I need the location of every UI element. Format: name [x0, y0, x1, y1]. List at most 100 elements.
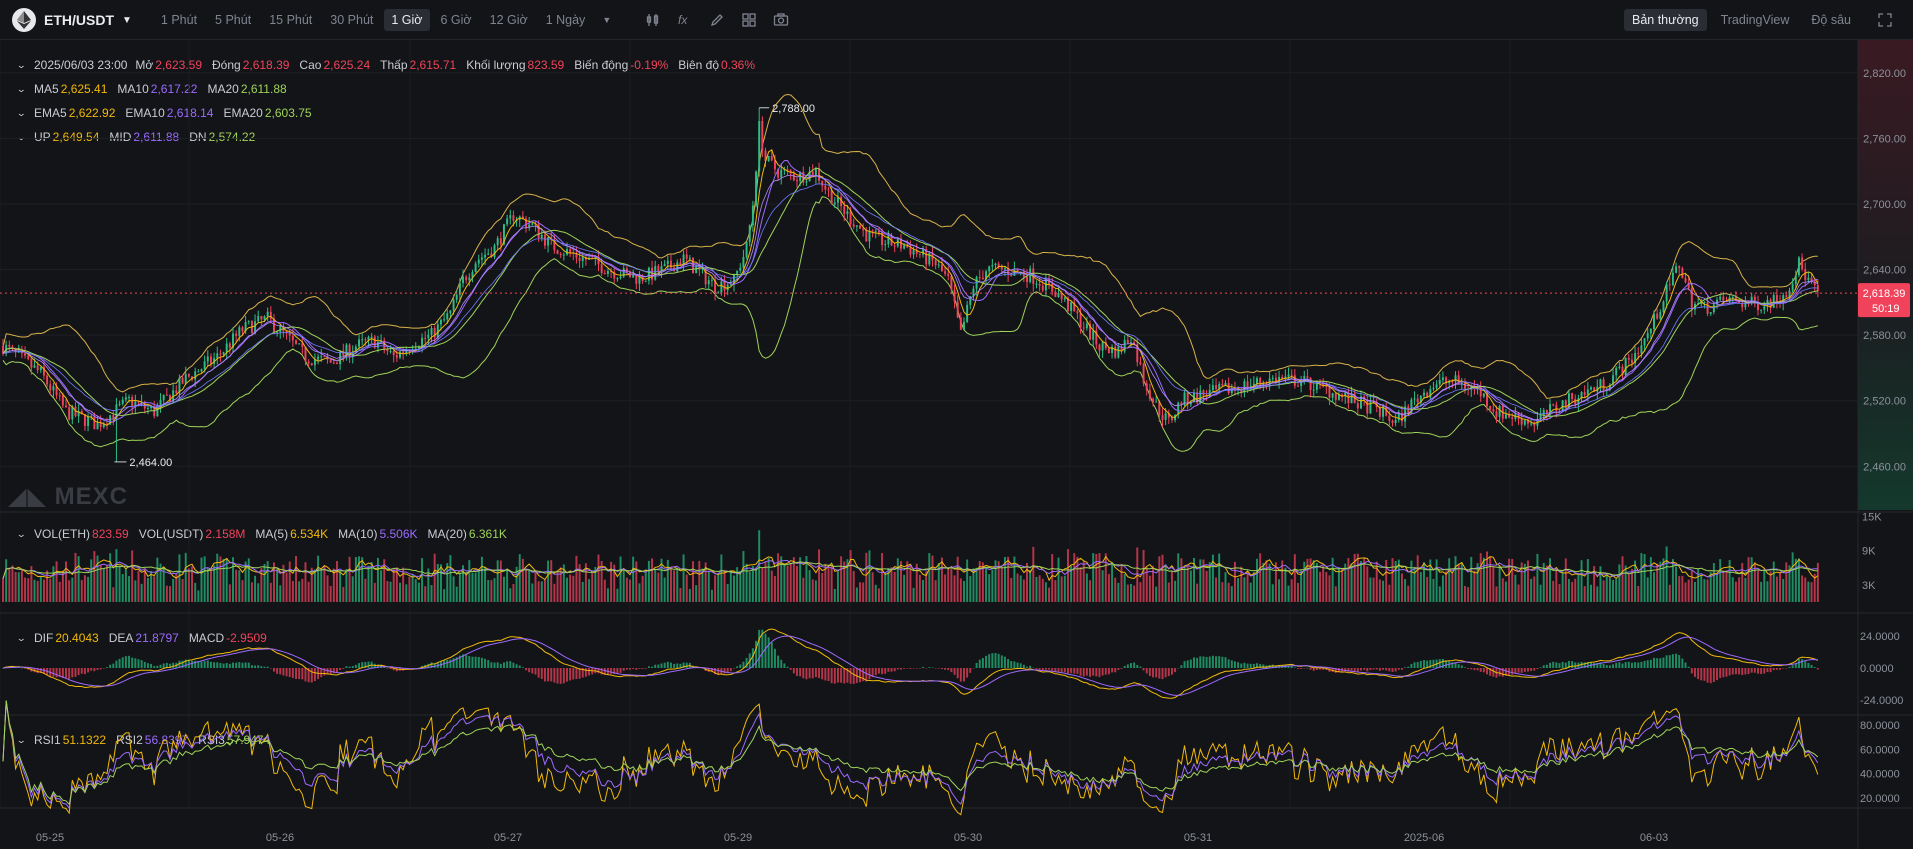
view-tab[interactable]: TradingView — [1720, 13, 1790, 27]
interval-tab[interactable]: 1 Giờ — [384, 9, 430, 31]
fullscreen-icon[interactable] — [1871, 6, 1899, 34]
candle-body — [1029, 268, 1032, 282]
macd-bar — [871, 668, 874, 678]
indicator-icon[interactable] — [639, 6, 667, 34]
vol-eth-value: 823.59 — [92, 527, 129, 541]
camera-icon[interactable] — [767, 6, 795, 34]
formula-icon[interactable]: fx — [671, 6, 699, 34]
pair-selector[interactable]: ETH/USDT — [44, 12, 114, 28]
interval-tab[interactable]: 1 Ngày — [545, 13, 586, 27]
candle-body — [736, 270, 739, 274]
macd-bar — [247, 662, 250, 668]
macd-bar — [603, 668, 606, 675]
volume-bar — [676, 567, 679, 602]
candle-body — [1382, 406, 1385, 417]
candle-body — [1114, 346, 1117, 358]
volume-bar — [206, 567, 209, 602]
volume-bar — [332, 568, 335, 602]
macd-bar — [720, 668, 723, 674]
volume-bar — [934, 580, 937, 602]
volume-bar — [276, 568, 279, 602]
macd-bar — [1580, 661, 1583, 668]
chevron-down-icon[interactable]: ⌄ — [16, 632, 27, 643]
chevron-down-icon[interactable]: ⌄ — [16, 734, 27, 745]
chevron-down-icon[interactable]: ⌄ — [16, 131, 27, 142]
interval-tab[interactable]: 1 Phút — [160, 13, 198, 27]
chevron-down-icon[interactable]: ⌄ — [16, 528, 27, 539]
candle-body — [1549, 404, 1552, 415]
candle-body — [1593, 387, 1596, 392]
chevron-down-icon[interactable]: ⌄ — [16, 107, 27, 118]
macd-bar — [1300, 668, 1303, 669]
macd-bar — [1567, 660, 1570, 668]
draw-icon[interactable] — [703, 6, 731, 34]
ma5-label: MA5 — [34, 82, 59, 96]
candle-body — [963, 321, 965, 330]
interval-tab[interactable]: 5 Phút — [215, 13, 252, 27]
volume-bar — [578, 564, 581, 602]
volume-bar — [1564, 558, 1567, 602]
volume-bar — [1807, 581, 1810, 602]
layout-icon[interactable] — [735, 6, 763, 34]
candle-body — [906, 245, 909, 248]
vol-ma20-label: MA(20) — [427, 527, 467, 541]
chevron-down-icon[interactable]: ⌄ — [16, 83, 27, 94]
macd-bar — [641, 668, 644, 669]
macd-bar — [313, 668, 316, 682]
macd-bar — [1227, 659, 1230, 668]
macd-bar — [802, 668, 805, 679]
candle-body — [1366, 399, 1369, 414]
candle-body — [399, 351, 401, 358]
view-tab[interactable]: Bản thường — [1623, 9, 1707, 31]
volume-bar — [1779, 572, 1782, 602]
candle-body — [1794, 275, 1797, 285]
macd-bar — [1549, 662, 1552, 668]
macd-bar — [1394, 668, 1397, 672]
candle-body — [1063, 297, 1066, 300]
volume-bar — [1111, 562, 1114, 602]
rsi-tick: 80.0000 — [1860, 720, 1900, 732]
interval-tab[interactable]: 12 Giờ — [489, 13, 528, 27]
candle-body — [36, 365, 39, 371]
interval-tab[interactable]: 6 Giờ — [440, 13, 472, 27]
macd-bar — [736, 666, 739, 668]
candle-body — [912, 250, 915, 255]
candle-body — [118, 403, 121, 405]
candle-body — [446, 313, 449, 320]
kline-chart[interactable]: 2,820.002,760.002,700.002,640.002,580.00… — [0, 40, 1913, 849]
volume-bar — [1429, 559, 1432, 602]
ma20-line — [2, 167, 1818, 417]
macd-bar — [638, 668, 641, 669]
macd-bar — [345, 666, 348, 668]
candle-body — [1495, 411, 1498, 417]
volume-bar — [1265, 560, 1268, 602]
candle-body — [852, 224, 855, 227]
candle-body — [1602, 379, 1605, 391]
macd-bar — [1139, 666, 1142, 668]
candle-body — [1791, 284, 1794, 291]
interval-tab[interactable]: 30 Phút — [330, 13, 374, 27]
interval-tab[interactable]: 15 Phút — [269, 13, 313, 27]
candle-body — [937, 264, 940, 266]
volume-bar — [354, 557, 357, 602]
macd-bar — [1545, 664, 1548, 668]
volume-bar — [165, 585, 168, 602]
chevron-down-icon[interactable]: ⌄ — [16, 59, 27, 70]
volume-bar — [105, 565, 108, 602]
macd-bar — [840, 668, 843, 683]
volume-bar — [1107, 574, 1110, 602]
ma10-value: 2,617.22 — [150, 82, 198, 96]
chevron-down-icon[interactable]: ▼ — [122, 14, 132, 26]
volume-bar — [458, 572, 461, 602]
volume-bar — [298, 581, 301, 602]
volume-bar — [893, 571, 896, 602]
chevron-down-icon[interactable]: ▼ — [602, 15, 612, 25]
macd-bar — [969, 668, 972, 673]
volume-bar — [36, 580, 39, 602]
macd-bar — [1170, 668, 1173, 675]
macd-bar — [153, 666, 156, 668]
volume-bar — [543, 579, 546, 602]
candle-body — [1545, 410, 1548, 415]
view-tab[interactable]: Độ sâu — [1811, 13, 1851, 27]
macd-bar — [1051, 668, 1054, 671]
